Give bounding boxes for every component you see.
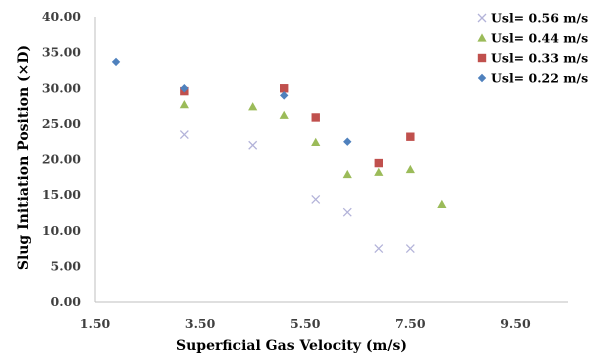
- data-point: [342, 169, 352, 179]
- y-tick-label: 5.00: [51, 258, 82, 273]
- data-point: [342, 207, 352, 217]
- x-tick-label: 3.50: [185, 316, 216, 331]
- data-point: [248, 140, 258, 150]
- legend-label: Usl= 0.22 m/s: [491, 71, 588, 86]
- legend-marker: [477, 33, 487, 42]
- axes: [94, 17, 568, 303]
- legend-label: Usl= 0.56 m/s: [491, 11, 588, 26]
- legend-item: Usl= 0.22 m/s: [477, 71, 588, 86]
- legend-item: Usl= 0.33 m/s: [477, 51, 588, 66]
- y-tick-label: 15.00: [42, 187, 81, 202]
- data-points: [111, 57, 447, 254]
- y-tick-labels: 0.00 5.00 10.00 15.00 20.00 25.00 30.00 35.00 40…: [42, 9, 81, 309]
- data-point: [311, 137, 321, 146]
- data-point: [279, 110, 289, 119]
- data-point: [374, 167, 384, 176]
- legend-marker: [477, 73, 487, 83]
- data-point: [280, 84, 289, 93]
- data-point: [343, 137, 352, 146]
- x-tick-label: 1.50: [80, 316, 111, 331]
- legend-label: Usl= 0.33 m/s: [491, 51, 588, 66]
- data-point: [111, 57, 121, 67]
- data-point: [179, 100, 189, 109]
- data-point: [248, 102, 258, 111]
- data-point: [280, 91, 289, 100]
- y-tick-label: 20.00: [42, 152, 81, 167]
- series-2: [179, 100, 447, 208]
- legend-marker: [477, 13, 487, 23]
- data-point: [374, 244, 384, 254]
- data-point: [374, 158, 383, 168]
- legend-label: Usl= 0.44 m/s: [491, 31, 588, 46]
- y-tick-label: 40.00: [42, 9, 81, 24]
- x-tick-label: 7.50: [395, 316, 426, 331]
- y-tick-label: 30.00: [42, 80, 81, 95]
- data-point: [405, 244, 415, 254]
- y-tick-label: 35.00: [42, 45, 81, 60]
- x-tick-labels: 1.50 3.50 5.50 7.50 9.50: [80, 316, 531, 331]
- data-point: [180, 84, 189, 93]
- legend-item: Usl= 0.56 m/s: [477, 11, 588, 26]
- data-point: [405, 164, 415, 174]
- y-tick-label: 25.00: [42, 116, 81, 131]
- y-tick-label: 0.00: [51, 294, 82, 309]
- y-axis-title: Slug Initiation Position (×D): [16, 45, 32, 270]
- data-point: [311, 113, 320, 122]
- x-axis-title: Superficial Gas Velocity (m/s): [176, 338, 407, 354]
- series-1: [179, 130, 415, 254]
- series-3: [180, 84, 415, 168]
- x-tick-label: 5.50: [290, 316, 321, 331]
- x-tick-label: 9.50: [500, 316, 531, 331]
- data-point: [406, 132, 415, 141]
- data-point: [311, 194, 321, 204]
- data-point: [437, 199, 447, 208]
- y-tick-label: 10.00: [42, 223, 81, 238]
- series-4: [111, 57, 352, 146]
- data-point: [179, 130, 189, 140]
- legend: Usl= 0.56 m/s Usl= 0.44 m/s Usl= 0.33 m/s U…: [477, 11, 588, 86]
- legend-marker: [477, 53, 487, 63]
- legend-item: Usl= 0.44 m/s: [477, 31, 588, 46]
